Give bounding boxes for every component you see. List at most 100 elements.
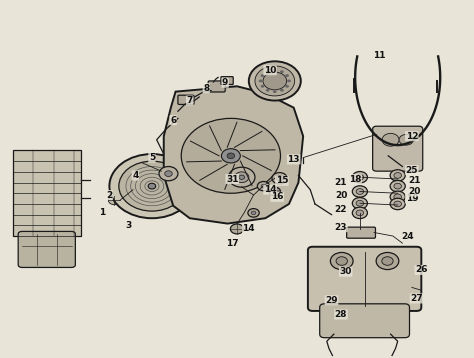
FancyBboxPatch shape <box>221 77 233 84</box>
Circle shape <box>181 118 281 193</box>
Text: 30: 30 <box>339 267 352 276</box>
Circle shape <box>394 194 401 200</box>
Circle shape <box>119 161 185 211</box>
Circle shape <box>390 198 405 210</box>
Circle shape <box>148 183 156 189</box>
Circle shape <box>390 191 405 203</box>
Circle shape <box>261 184 266 188</box>
Text: 19: 19 <box>406 194 418 203</box>
Text: 14: 14 <box>264 185 276 194</box>
Circle shape <box>109 196 120 205</box>
Circle shape <box>394 201 401 207</box>
FancyBboxPatch shape <box>178 95 194 105</box>
Circle shape <box>276 176 283 181</box>
Text: 4: 4 <box>132 171 138 180</box>
Circle shape <box>352 186 367 197</box>
Circle shape <box>251 211 256 215</box>
Circle shape <box>255 66 295 96</box>
Circle shape <box>261 85 264 88</box>
Circle shape <box>356 189 364 194</box>
Text: 6: 6 <box>170 116 176 125</box>
Text: 13: 13 <box>287 155 300 164</box>
Text: 29: 29 <box>325 296 338 305</box>
Circle shape <box>266 89 270 92</box>
Text: 14: 14 <box>243 224 255 233</box>
Circle shape <box>257 182 270 191</box>
Text: 2: 2 <box>106 190 112 199</box>
Circle shape <box>221 149 240 163</box>
Text: 20: 20 <box>408 187 420 196</box>
FancyBboxPatch shape <box>208 81 225 92</box>
Circle shape <box>352 198 367 209</box>
FancyBboxPatch shape <box>308 247 421 311</box>
Circle shape <box>269 187 281 196</box>
Circle shape <box>382 133 399 146</box>
Text: 24: 24 <box>401 232 413 241</box>
Text: 1: 1 <box>99 208 105 217</box>
Circle shape <box>394 173 401 178</box>
Text: 28: 28 <box>335 310 347 319</box>
Circle shape <box>239 175 245 179</box>
Circle shape <box>390 180 405 192</box>
Circle shape <box>249 61 301 101</box>
Polygon shape <box>164 86 303 224</box>
Circle shape <box>399 134 413 145</box>
Circle shape <box>390 170 405 181</box>
Text: 27: 27 <box>410 294 423 303</box>
Circle shape <box>285 85 289 88</box>
Circle shape <box>259 79 263 82</box>
Circle shape <box>164 171 172 176</box>
Circle shape <box>352 207 367 219</box>
Text: 17: 17 <box>226 239 238 248</box>
Circle shape <box>352 171 367 183</box>
Circle shape <box>330 252 353 270</box>
Text: 5: 5 <box>149 153 155 162</box>
Text: 7: 7 <box>187 96 193 105</box>
Text: 31: 31 <box>226 174 238 184</box>
Circle shape <box>109 154 194 218</box>
FancyBboxPatch shape <box>319 304 410 338</box>
FancyBboxPatch shape <box>373 126 423 171</box>
Circle shape <box>287 79 291 82</box>
Circle shape <box>228 167 255 187</box>
Text: 11: 11 <box>373 52 385 61</box>
Circle shape <box>248 209 259 217</box>
Text: 20: 20 <box>335 190 347 199</box>
Text: 23: 23 <box>335 223 347 232</box>
Circle shape <box>356 210 364 216</box>
Circle shape <box>230 224 244 234</box>
Circle shape <box>263 72 287 90</box>
FancyBboxPatch shape <box>18 231 75 267</box>
Circle shape <box>261 74 264 77</box>
Text: 25: 25 <box>406 166 418 175</box>
Text: 21: 21 <box>408 176 420 185</box>
Circle shape <box>336 257 347 265</box>
Circle shape <box>175 165 192 178</box>
Text: 9: 9 <box>222 78 228 87</box>
FancyBboxPatch shape <box>12 150 81 236</box>
Text: 10: 10 <box>264 66 276 75</box>
Circle shape <box>159 166 178 181</box>
Text: 21: 21 <box>335 178 347 187</box>
Circle shape <box>273 69 277 72</box>
Circle shape <box>227 153 235 159</box>
Circle shape <box>280 89 284 92</box>
Circle shape <box>356 174 364 180</box>
Circle shape <box>272 173 287 184</box>
Circle shape <box>273 90 277 93</box>
Circle shape <box>285 74 289 77</box>
Text: 15: 15 <box>276 176 288 185</box>
Text: 3: 3 <box>125 221 131 230</box>
Text: 8: 8 <box>203 83 210 93</box>
Text: 12: 12 <box>406 132 418 141</box>
Text: 16: 16 <box>271 192 283 201</box>
Circle shape <box>280 70 284 73</box>
Text: 18: 18 <box>349 174 361 184</box>
Text: 26: 26 <box>415 265 428 275</box>
Circle shape <box>376 252 399 270</box>
FancyBboxPatch shape <box>346 227 375 238</box>
Text: 22: 22 <box>335 205 347 214</box>
Circle shape <box>394 183 401 189</box>
Circle shape <box>356 200 364 206</box>
Circle shape <box>382 257 393 265</box>
